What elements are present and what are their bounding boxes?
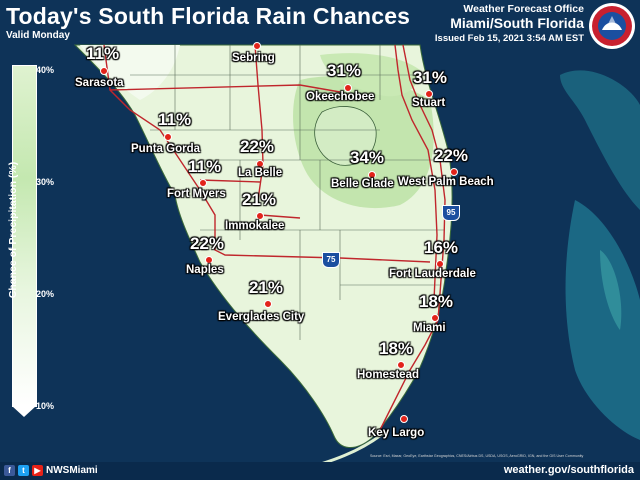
rain-chance-label: 21% (242, 190, 277, 209)
city-marker (256, 212, 264, 220)
city-marker (100, 67, 108, 75)
precip-legend-bar (12, 65, 37, 407)
city-marker (436, 260, 444, 268)
legend-arrow-icon (12, 406, 36, 417)
rain-chance-label: 22% (240, 137, 275, 156)
city-label: La Belle (238, 167, 283, 179)
city-marker (205, 256, 213, 264)
rain-chance-label: 34% (350, 148, 385, 167)
city-marker (344, 84, 352, 92)
city-marker (368, 171, 376, 179)
office-name: Weather Forecast Office (463, 3, 584, 15)
city-label: Punta Gorda (131, 143, 201, 155)
city-label: West Palm Beach (398, 176, 494, 188)
legend-tick: 20% (36, 289, 55, 299)
highway-network (103, 44, 446, 431)
nws-logo-icon (589, 3, 635, 49)
youtube-icon[interactable]: ▶ (32, 465, 43, 476)
city-label: Homestead (357, 369, 419, 381)
city-label: Stuart (412, 97, 446, 109)
city-marker (431, 314, 439, 322)
facebook-icon[interactable]: f (4, 465, 15, 476)
city-marker (264, 300, 272, 308)
bahamas-bank (560, 70, 640, 211)
website-link[interactable]: weather.gov/southflorida (503, 464, 634, 476)
interstate-95-shield-icon: 95 (442, 205, 460, 221)
rain-chance-label: 22% (190, 234, 225, 253)
city-label: Belle Glade (331, 178, 394, 190)
city-marker (256, 160, 264, 168)
rain-chance-label: 31% (413, 68, 448, 87)
issued-time: Issued Feb 15, 2021 3:54 AM EST (434, 33, 584, 44)
city-label: Fort Myers (167, 188, 226, 200)
rain-chance-label: 31% (327, 61, 362, 80)
map-title: Today's South Florida Rain Chances (6, 3, 411, 29)
city-label: Everglades City (218, 311, 305, 323)
social-handle[interactable]: NWSMiami (46, 465, 98, 476)
footer-bar (0, 462, 640, 480)
rain-chance-label: 11% (86, 44, 120, 63)
bahamas-bank (600, 250, 622, 330)
rain-chance-label: 11% (158, 110, 192, 129)
legend-title: Chance of Precipitation (%) (7, 161, 19, 299)
rain-zone (320, 53, 420, 97)
rain-zone (80, 45, 180, 100)
city-marker (199, 179, 207, 187)
city-label: Fort Lauderdale (389, 268, 476, 280)
rain-chance-label: 16% (424, 238, 459, 257)
city-marker (400, 415, 408, 423)
city-label: Okeechobee (306, 91, 375, 103)
city-marker (450, 168, 458, 176)
legend-tick: 30% (36, 177, 55, 187)
city-label: Naples (186, 264, 224, 276)
valid-day: Valid Monday (6, 30, 70, 41)
city-label: Miami (413, 322, 446, 334)
city-label: Immokalee (225, 220, 285, 232)
rain-chance-label: 18% (419, 292, 454, 311)
interstate-75-shield-icon: 75 (322, 252, 340, 268)
legend-tick: 40% (36, 65, 55, 75)
rain-chance-label: 18% (379, 339, 414, 358)
rain-chance-label: 22% (434, 146, 469, 165)
rain-chance-label: 21% (249, 278, 284, 297)
city-marker (164, 133, 172, 141)
map-credits: Source: Esri, Maxar, GeoEye, Earthstar G… (370, 454, 584, 458)
city-marker (397, 361, 405, 369)
city-marker (425, 90, 433, 98)
bahamas-bank (565, 200, 640, 440)
legend-tick: 10% (36, 401, 55, 411)
city-marker (253, 42, 261, 50)
twitter-icon[interactable]: t (18, 465, 29, 476)
rain-chance-label: 11% (188, 157, 222, 176)
county-lines (130, 45, 450, 340)
city-label: Sarasota (75, 77, 124, 89)
city-label: Key Largo (368, 427, 425, 439)
lake-okeechobee (314, 106, 377, 166)
office-area: Miami/South Florida (450, 15, 584, 31)
city-label: Sebring (232, 52, 275, 64)
